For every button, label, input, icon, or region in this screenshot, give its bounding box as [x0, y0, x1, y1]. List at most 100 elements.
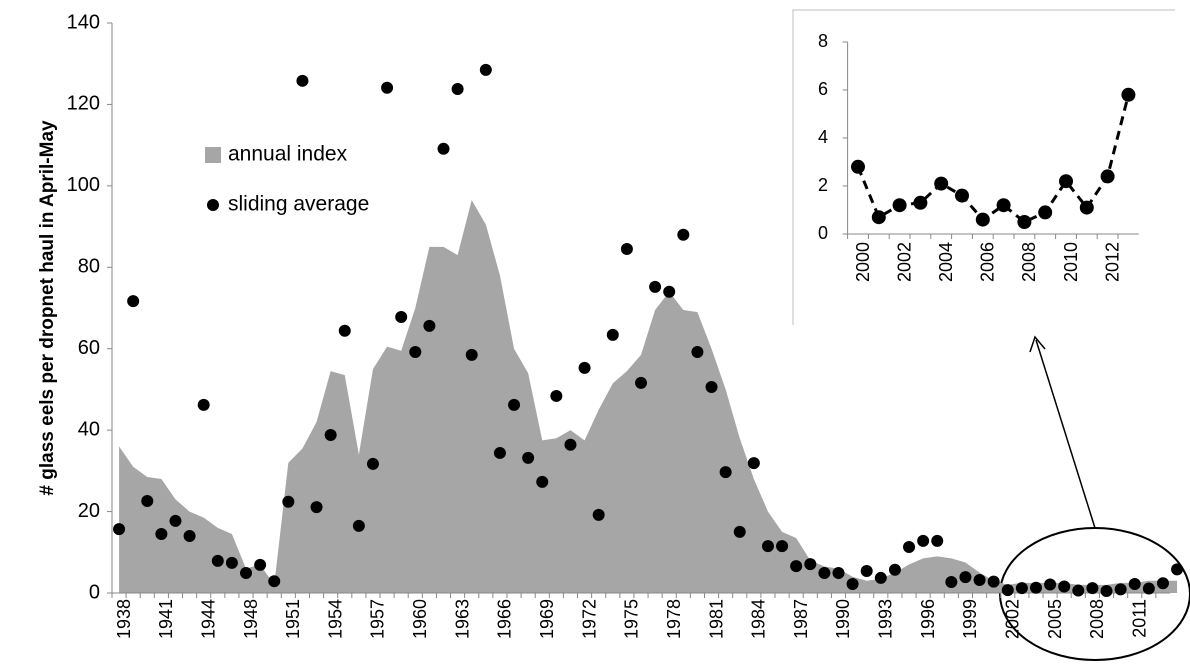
point [987, 575, 1000, 588]
point [578, 361, 591, 374]
point [592, 508, 605, 521]
point [1017, 215, 1032, 229]
y-tick-label: 4 [818, 127, 828, 147]
inset-frame [792, 9, 1175, 325]
x-tick-label: 2000 [853, 242, 873, 282]
x-tick-label: 1999 [960, 599, 980, 639]
point [1114, 583, 1127, 596]
point [366, 457, 379, 470]
point [934, 176, 949, 191]
point [1100, 169, 1115, 184]
point [141, 494, 154, 507]
y-tick-label: 20 [78, 500, 100, 522]
x-tick-label: 1984 [749, 599, 769, 639]
point [832, 567, 845, 580]
point [913, 195, 928, 210]
point [973, 573, 986, 586]
y-tick-label: 100 [67, 174, 100, 196]
point [719, 466, 732, 479]
point [747, 457, 760, 470]
point [1059, 174, 1073, 189]
y-tick-label: 60 [78, 337, 100, 359]
point [761, 540, 774, 553]
x-tick-label: 2008 [1087, 599, 1107, 639]
point [945, 576, 958, 589]
point [155, 527, 168, 540]
point [550, 389, 563, 402]
point [197, 398, 210, 411]
point [1044, 578, 1057, 591]
point [338, 324, 351, 337]
x-tick-label: 1996 [918, 599, 938, 639]
point [183, 530, 196, 542]
point [1128, 578, 1141, 591]
point [113, 523, 126, 536]
x-tick-label: 1972 [579, 599, 599, 639]
x-tick-label: 1951 [283, 599, 303, 639]
point [931, 534, 944, 547]
legend-swatch [207, 199, 219, 211]
x-tick-label: 1987 [791, 599, 811, 639]
point [240, 567, 253, 580]
legend-swatch [205, 147, 221, 163]
x-tick-label: 1963 [452, 599, 472, 639]
x-tick-label: 1966 [495, 599, 515, 639]
point [620, 242, 633, 255]
point [663, 285, 676, 298]
point [1100, 584, 1113, 597]
point [1058, 580, 1071, 593]
point [1029, 581, 1042, 594]
x-tick-label: 1954 [325, 599, 345, 639]
point [955, 188, 969, 203]
point [522, 451, 535, 464]
point [1038, 205, 1053, 220]
y-tick-label: 8 [818, 31, 828, 51]
point [903, 540, 916, 553]
y-tick-label: 0 [89, 581, 100, 603]
point [1015, 582, 1028, 595]
y-tick-label: 0 [818, 223, 828, 243]
point [409, 345, 422, 358]
point [268, 575, 281, 588]
point [851, 159, 865, 174]
x-tick-label: 1978 [664, 599, 684, 639]
point [225, 556, 238, 569]
point [1142, 582, 1155, 595]
x-tick-label: 1993 [876, 599, 896, 639]
point [996, 198, 1011, 213]
point [677, 228, 690, 241]
point [790, 560, 803, 573]
x-tick-label: 1990 [833, 599, 853, 639]
point [860, 565, 873, 578]
point [254, 558, 267, 571]
x-tick-label: 1941 [156, 599, 176, 639]
legend-label: sliding average [228, 193, 369, 216]
x-tick-label: 2004 [936, 242, 956, 282]
x-tick-label: 1938 [114, 599, 134, 639]
x-tick-label: 2002 [1003, 599, 1023, 639]
x-tick-label: 2006 [978, 242, 998, 282]
point [917, 534, 930, 547]
x-tick-label: 2011 [1129, 599, 1149, 638]
point [211, 554, 224, 567]
point [1001, 584, 1014, 597]
point [564, 438, 577, 451]
y-tick-label: 40 [78, 418, 100, 440]
point [1121, 87, 1136, 102]
point [324, 429, 337, 442]
point [395, 310, 408, 323]
x-tick-label: 1969 [537, 599, 557, 639]
legend-label: annual index [228, 143, 348, 166]
x-tick-label: 2008 [1019, 242, 1039, 282]
y-tick-label: 80 [78, 256, 100, 278]
x-tick-label: 1981 [706, 599, 726, 639]
point [479, 63, 492, 76]
area [119, 200, 1178, 593]
x-tick-label: 2012 [1102, 242, 1122, 282]
y-tick-label: 2 [818, 175, 828, 195]
x-tick-label: 1948 [241, 599, 261, 639]
point [1079, 200, 1094, 215]
point [352, 519, 365, 532]
point [846, 578, 859, 591]
